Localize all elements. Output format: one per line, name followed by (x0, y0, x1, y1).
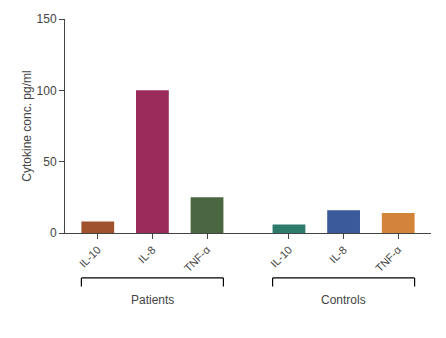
svg-text:Cytokine conc. pg/ml: Cytokine conc. pg/ml (20, 70, 34, 181)
svg-text:100: 100 (37, 84, 57, 98)
svg-text:TNF-α: TNF-α (373, 243, 404, 274)
svg-text:IL-8: IL-8 (327, 244, 349, 266)
svg-text:IL-8: IL-8 (136, 244, 158, 266)
svg-text:Controls: Controls (321, 293, 366, 307)
svg-text:0: 0 (50, 226, 57, 240)
svg-text:IL-10: IL-10 (268, 244, 294, 270)
svg-text:Patients: Patients (131, 293, 174, 307)
svg-text:150: 150 (37, 12, 57, 26)
svg-text:IL-10: IL-10 (77, 244, 103, 270)
svg-text:TNF-α: TNF-α (182, 243, 213, 274)
svg-text:50: 50 (43, 155, 57, 169)
